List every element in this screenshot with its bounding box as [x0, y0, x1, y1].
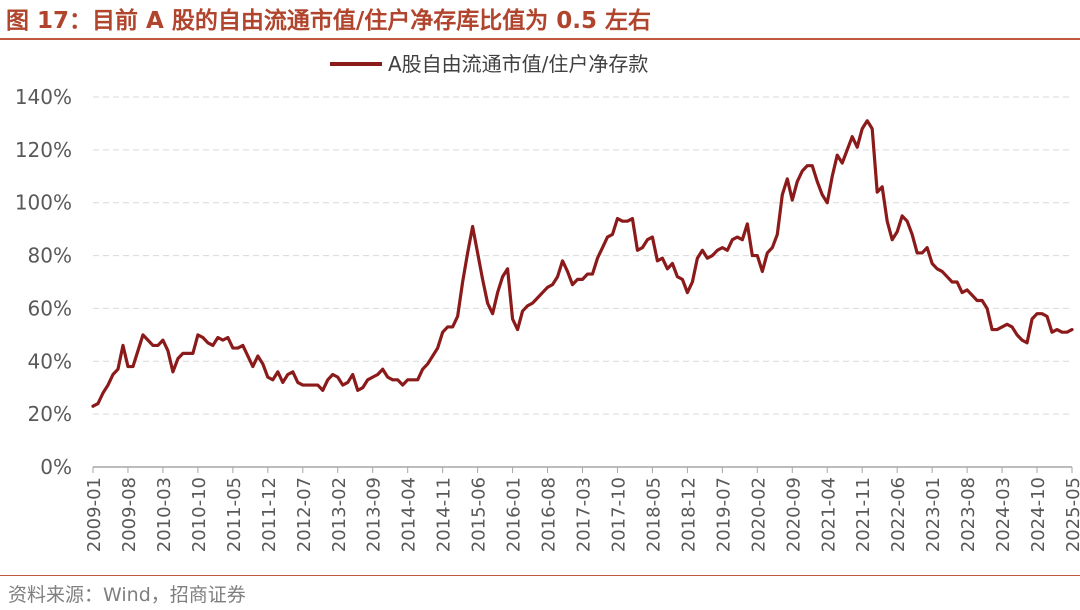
y-tick-label: 140% — [15, 85, 72, 109]
x-tick-label: 2023-01 — [923, 477, 944, 552]
x-tick-label: 2019-07 — [713, 477, 734, 552]
legend-label: A股自由流通市值/住户净存款 — [388, 52, 648, 76]
x-tick-label: 2018-05 — [643, 477, 664, 552]
x-tick-label: 2016-01 — [504, 477, 525, 552]
x-tick-label: 2017-03 — [574, 477, 595, 552]
title-rule — [0, 38, 1080, 40]
x-tick-label: 2016-08 — [539, 477, 560, 552]
x-tick-label: 2024-10 — [1028, 477, 1049, 552]
x-tick-label: 2015-06 — [469, 477, 490, 552]
y-tick-label: 20% — [28, 402, 72, 426]
x-tick-label: 2013-02 — [329, 477, 350, 552]
x-tick-label: 2013-09 — [364, 477, 385, 552]
x-tick-label: 2023-08 — [958, 477, 979, 552]
x-tick-label: 2021-11 — [853, 477, 874, 552]
y-tick-label: 60% — [28, 296, 72, 320]
y-tick-label: 40% — [28, 349, 72, 373]
x-tick-label: 2020-02 — [748, 477, 769, 552]
y-tick-label: 100% — [15, 191, 72, 215]
y-tick-label: 120% — [15, 138, 72, 162]
x-tick-label: 2024-03 — [993, 477, 1014, 552]
x-tick-label: 2009-01 — [84, 477, 105, 552]
x-tick-label: 2021-04 — [818, 477, 839, 552]
x-tick-label: 2010-10 — [189, 477, 210, 552]
x-tick-label: 2025-05 — [1063, 477, 1080, 552]
y-tick-label: 0% — [40, 455, 72, 479]
line-chart: 0% 20% 40% 60% 80% 100% 120% 140% 2009-01 2009-08… — [15, 52, 1080, 552]
x-tick-label: 2010-03 — [154, 477, 175, 552]
x-tick-label: 2011-12 — [259, 477, 280, 552]
x-tick-label: 2022-06 — [888, 477, 909, 552]
x-tick-label: 2017-10 — [608, 477, 629, 552]
x-tick-label: 2011-05 — [224, 477, 245, 552]
source-rule — [0, 575, 1080, 576]
figure-title: 图 17：目前 A 股的自由流通市值/住户净存库比值为 0.5 左右 — [6, 8, 651, 34]
y-tick-label: 80% — [28, 244, 72, 268]
figure-source: 资料来源：Wind，招商证券 — [8, 584, 246, 606]
x-tick-label: 2020-09 — [783, 477, 804, 552]
x-tick-label: 2014-04 — [399, 477, 420, 552]
x-tick-label: 2014-11 — [434, 477, 455, 552]
x-tick-label: 2018-12 — [678, 477, 699, 552]
x-tick-label: 2012-07 — [294, 477, 315, 552]
x-tick-label: 2009-08 — [119, 477, 140, 552]
series-line — [91, 119, 1074, 408]
